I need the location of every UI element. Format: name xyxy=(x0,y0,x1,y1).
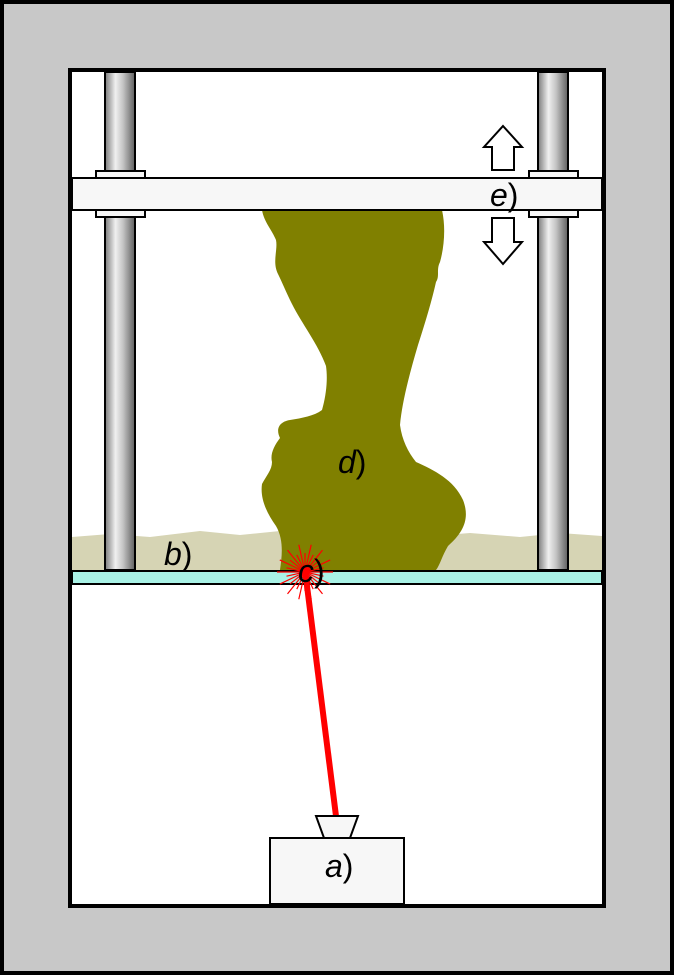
guide-rod-left xyxy=(104,71,136,571)
laser-beam xyxy=(302,569,339,817)
laser-spark-ray xyxy=(304,567,324,573)
laser-spark-ray xyxy=(304,571,324,577)
laser-spark-ray xyxy=(279,571,306,585)
laser-spark-ray xyxy=(286,567,306,573)
laser-spark-ray xyxy=(304,571,312,600)
laser-spark-ray xyxy=(304,559,331,573)
printed-object xyxy=(261,210,466,570)
laser-spark-ray xyxy=(304,571,323,595)
laser-spark-ray xyxy=(279,559,306,573)
laser-spark-ray xyxy=(286,571,306,577)
laser-spark-ray xyxy=(304,549,323,573)
laser-spark-ray xyxy=(296,554,306,573)
laser-spark-ray xyxy=(298,571,306,600)
laser-spark-ray xyxy=(298,544,306,573)
guide-rod-right xyxy=(537,71,569,571)
laser-spark-ray xyxy=(304,571,331,585)
laser-spark-ray xyxy=(296,571,306,590)
laser-spark-ray xyxy=(304,571,314,590)
vat-glass xyxy=(71,570,603,585)
down-arrow-icon xyxy=(481,217,525,266)
laser-spark-ray xyxy=(304,571,321,585)
laser-spark-ray xyxy=(304,559,321,573)
label-e: e) xyxy=(490,177,518,213)
up-arrow-icon xyxy=(481,124,525,171)
label-c: c) xyxy=(298,553,325,589)
laser-spark-ray xyxy=(287,571,306,595)
laser-spark-ray xyxy=(304,554,314,573)
laser-spark-ray xyxy=(287,549,306,573)
label-b: b) xyxy=(164,536,192,572)
laser-spark-ray xyxy=(289,559,306,573)
laser-spark-ray xyxy=(289,571,306,585)
label-d: d) xyxy=(338,444,366,480)
laser-nozzle xyxy=(314,815,360,839)
laser-spark-icon xyxy=(277,544,333,600)
laser-source xyxy=(269,837,405,905)
build-platform xyxy=(71,177,603,211)
label-a: a) xyxy=(325,848,353,884)
laser-spark-ray xyxy=(304,544,312,573)
